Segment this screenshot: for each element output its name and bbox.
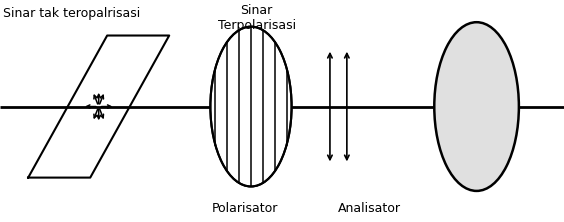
Text: Sinar tak teropalrisasi: Sinar tak teropalrisasi <box>3 7 140 20</box>
Ellipse shape <box>434 22 519 191</box>
Text: Polarisator: Polarisator <box>212 202 279 215</box>
Ellipse shape <box>210 27 292 186</box>
Text: Sinar
Terpolarisasi: Sinar Terpolarisasi <box>218 4 296 32</box>
Text: Analisator: Analisator <box>338 202 401 215</box>
